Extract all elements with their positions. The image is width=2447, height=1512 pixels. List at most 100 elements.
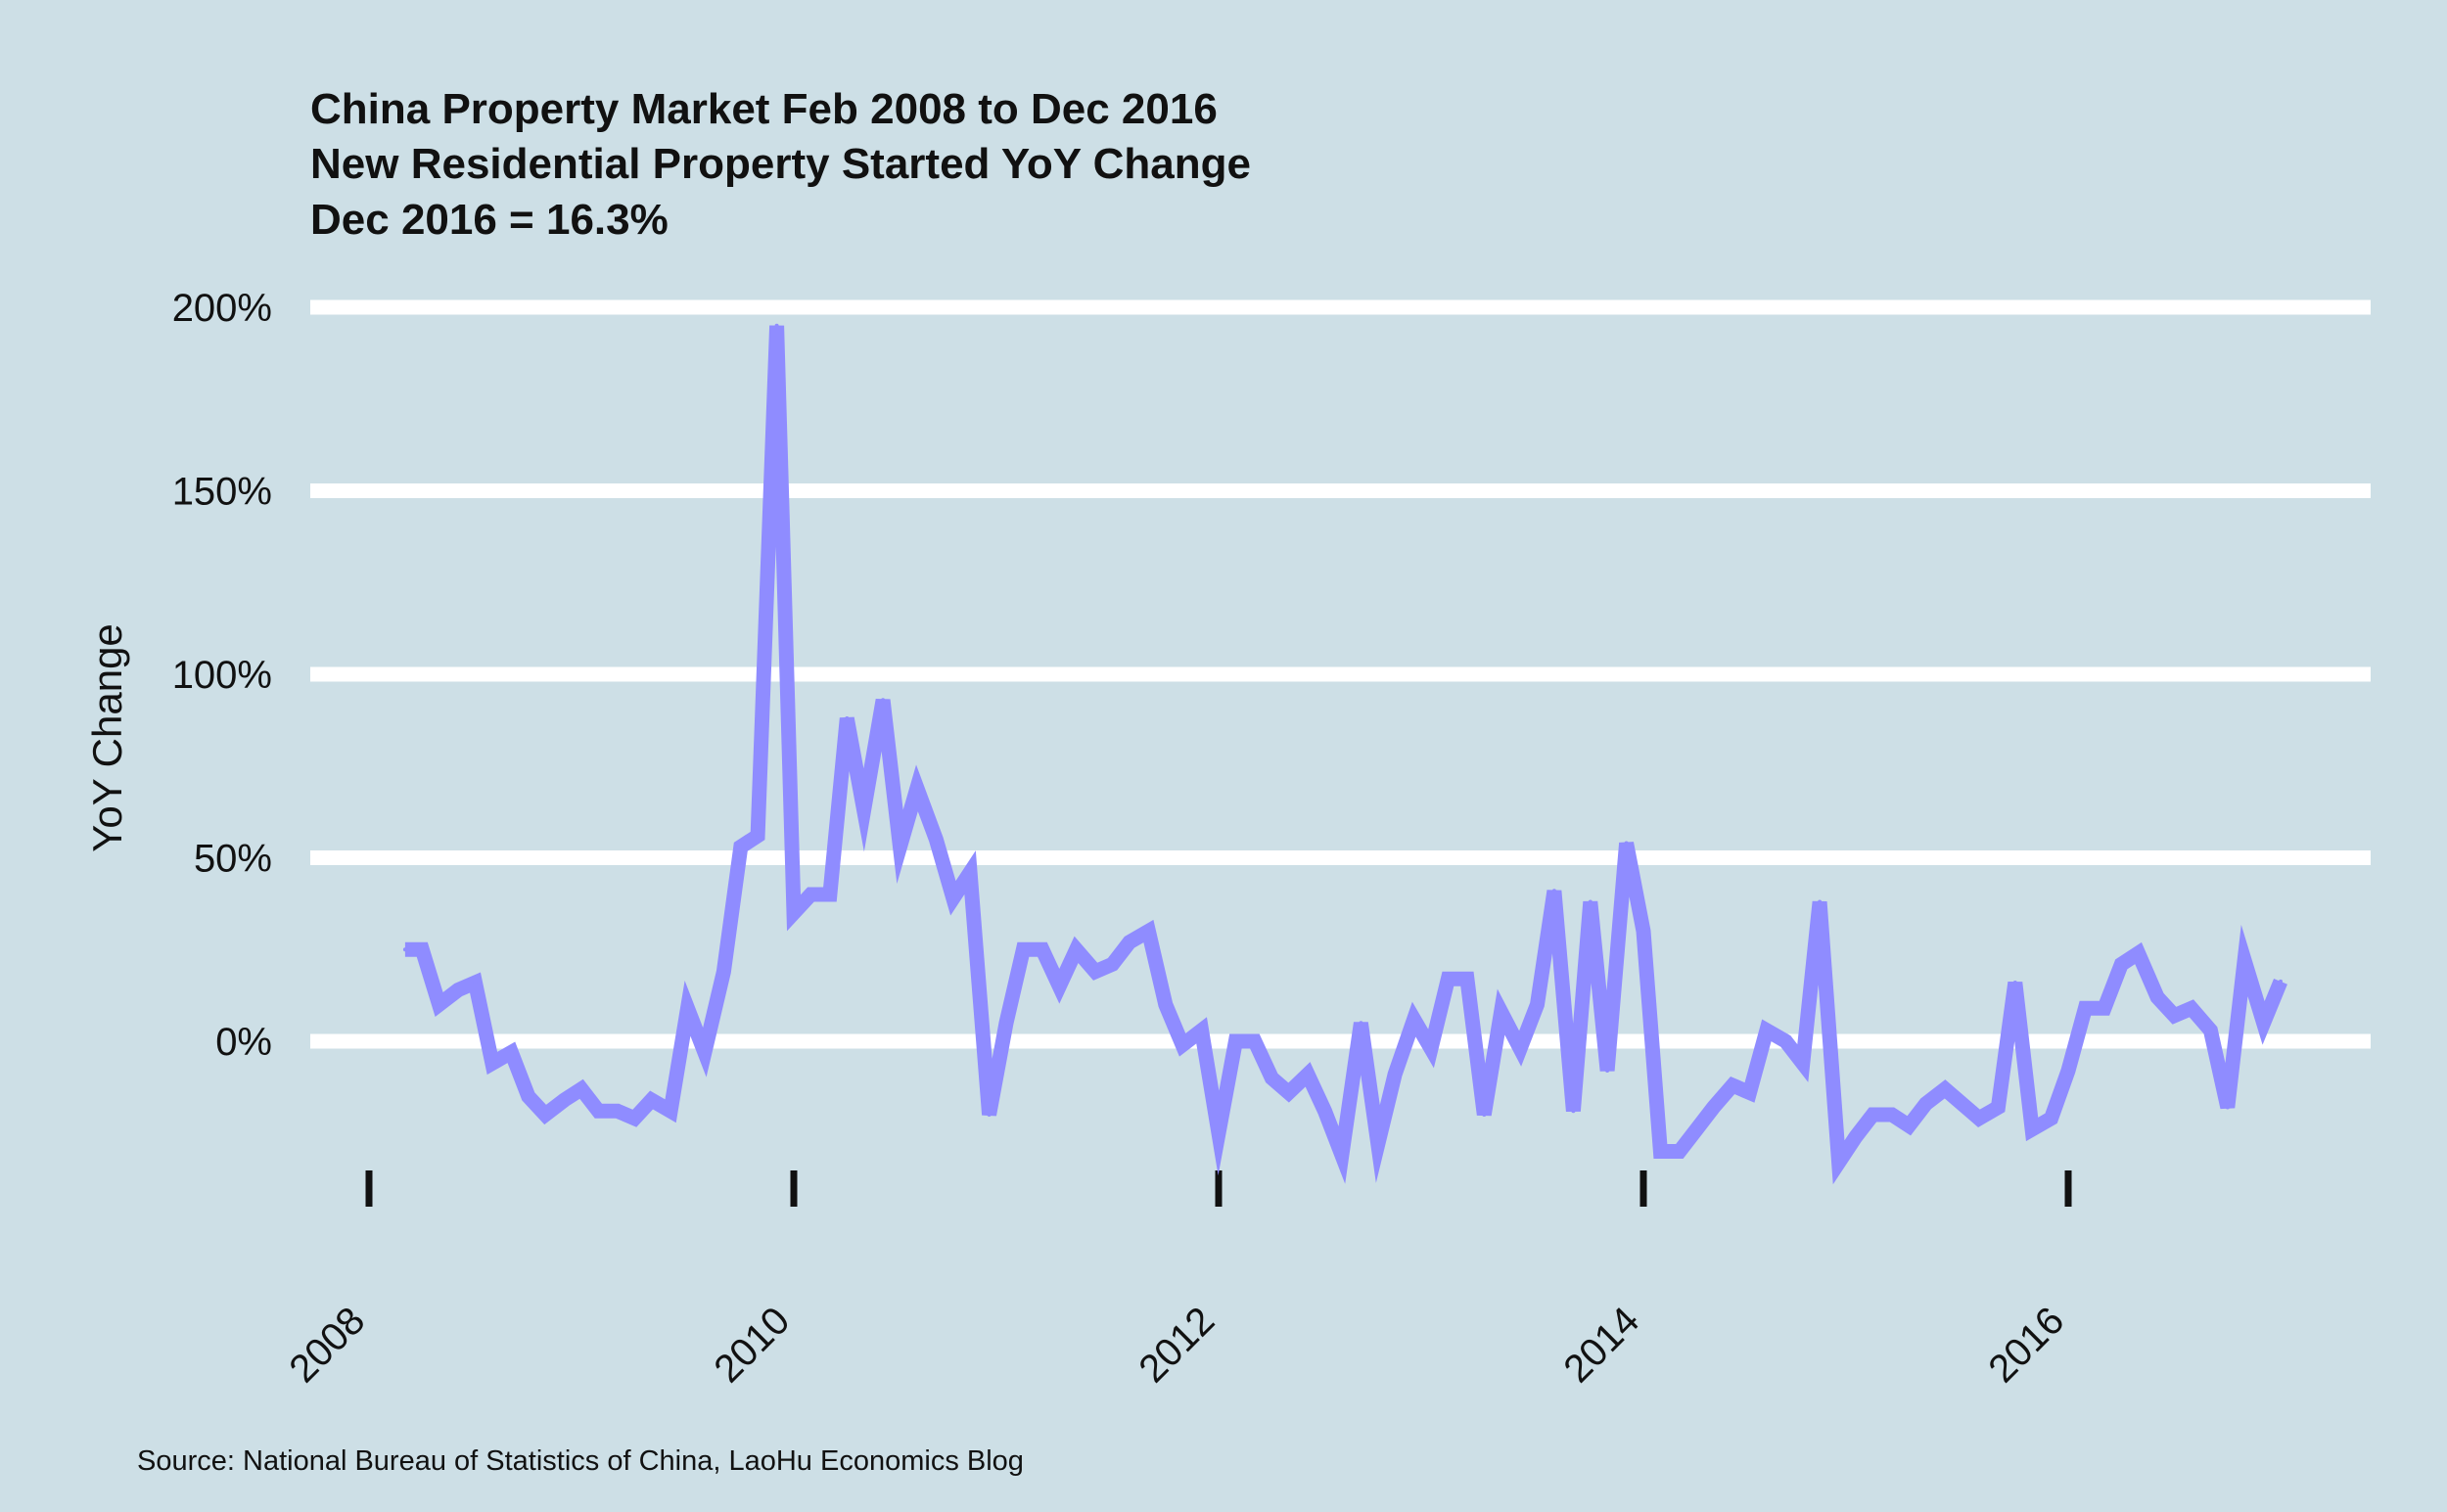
data-point-0-11 <box>596 1109 601 1114</box>
data-point-0-1 <box>420 947 425 952</box>
data-point-0-85 <box>1907 1123 1912 1128</box>
data-point-0-26 <box>861 807 866 812</box>
data-point-0-95 <box>2083 1006 2088 1011</box>
data-point-0-38 <box>1074 947 1079 952</box>
data-point-0-105 <box>2261 1021 2266 1026</box>
data-point-0-92 <box>2030 1127 2035 1131</box>
data-point-0-93 <box>2049 1116 2054 1121</box>
data-point-0-17 <box>702 1050 707 1055</box>
data-point-0-28 <box>898 845 902 849</box>
data-point-0-9 <box>562 1098 567 1102</box>
data-point-0-101 <box>2189 1006 2193 1011</box>
data-point-0-21 <box>774 323 779 328</box>
y-tick-label-200pct: 200% <box>172 287 272 330</box>
data-point-0-32 <box>968 870 973 875</box>
data-point-0-23 <box>808 893 813 896</box>
data-point-0-69 <box>1624 841 1629 846</box>
y-tick-label-0pct: 0% <box>215 1021 272 1064</box>
data-point-0-19 <box>738 845 743 849</box>
chart-title-line-3: Dec 2016 = 16.3% <box>310 196 669 244</box>
data-point-0-86 <box>1923 1101 1928 1106</box>
data-point-0-82 <box>1854 1134 1858 1139</box>
data-point-0-20 <box>756 834 761 838</box>
data-point-0-16 <box>685 1006 690 1011</box>
data-point-0-33 <box>987 1113 992 1117</box>
data-point-0-79 <box>1800 1061 1805 1066</box>
y-tick-label-150pct: 150% <box>172 471 272 514</box>
data-point-0-36 <box>1039 947 1044 952</box>
y-axis-title: YoY Change <box>84 623 130 852</box>
y-tick-label-50pct: 50% <box>194 838 272 881</box>
data-point-0-53 <box>1339 1153 1344 1158</box>
data-point-0-63 <box>1518 1046 1523 1051</box>
data-point-0-37 <box>1057 984 1062 988</box>
data-point-0-44 <box>1180 1042 1185 1047</box>
data-point-0-94 <box>2066 1069 2070 1073</box>
data-point-0-7 <box>526 1094 531 1099</box>
data-point-0-58 <box>1429 1046 1433 1051</box>
data-point-0-81 <box>1836 1160 1841 1165</box>
data-point-0-56 <box>1393 1072 1398 1077</box>
data-point-0-104 <box>2242 958 2247 963</box>
data-point-0-64 <box>1535 1002 1540 1007</box>
data-point-0-51 <box>1306 1072 1311 1077</box>
data-point-0-76 <box>1747 1090 1752 1095</box>
data-point-0-106 <box>2279 979 2283 984</box>
data-point-0-83 <box>1870 1113 1875 1117</box>
data-point-0-59 <box>1446 977 1451 982</box>
data-point-0-48 <box>1252 1039 1257 1043</box>
data-point-0-27 <box>881 698 886 703</box>
data-point-0-52 <box>1322 1109 1327 1114</box>
data-point-0-12 <box>615 1109 620 1114</box>
data-point-0-55 <box>1375 1142 1380 1146</box>
data-point-0-89 <box>1976 1116 1981 1121</box>
data-point-0-88 <box>1960 1101 1964 1106</box>
data-point-0-13 <box>632 1116 637 1121</box>
data-point-0-71 <box>1658 1149 1663 1154</box>
data-point-0-25 <box>845 716 850 720</box>
data-point-0-2 <box>437 1002 441 1007</box>
data-point-0-62 <box>1499 1010 1503 1014</box>
data-point-0-67 <box>1588 899 1593 904</box>
data-point-0-22 <box>792 910 796 915</box>
data-point-0-40 <box>1110 962 1115 967</box>
data-series <box>402 323 2287 1185</box>
data-point-0-99 <box>2155 995 2160 999</box>
data-point-0-57 <box>1411 1017 1416 1022</box>
source-note: Source: National Bureau of Statistics of… <box>137 1445 1024 1477</box>
data-point-0-84 <box>1889 1113 1894 1117</box>
data-point-0-98 <box>2136 951 2141 955</box>
data-point-0-18 <box>721 969 726 974</box>
data-point-0-6 <box>509 1050 514 1055</box>
chart-title: China Property Market Feb 2008 to Dec 20… <box>310 85 1251 244</box>
data-point-0-3 <box>456 987 461 992</box>
data-point-0-100 <box>2172 1013 2177 1018</box>
data-point-0-4 <box>473 981 478 985</box>
data-point-0-35 <box>1021 947 1026 952</box>
data-point-0-42 <box>1146 929 1151 934</box>
data-point-0-45 <box>1199 1028 1204 1032</box>
data-point-0-70 <box>1641 929 1645 934</box>
data-point-0-5 <box>489 1061 494 1066</box>
y-axis-tick-labels: 0% 50% 100% 150% 200% <box>172 287 272 1064</box>
data-point-0-30 <box>934 837 939 842</box>
data-point-0-47 <box>1233 1039 1238 1043</box>
data-point-0-39 <box>1093 969 1098 974</box>
data-point-0-103 <box>2225 1105 2230 1110</box>
data-point-0-8 <box>543 1113 548 1117</box>
data-point-0-75 <box>1731 1083 1735 1087</box>
chart-title-line-1: China Property Market Feb 2008 to Dec 20… <box>310 85 1218 133</box>
y-tick-label-100pct: 100% <box>172 654 272 697</box>
data-point-0-24 <box>827 893 832 896</box>
data-point-0-50 <box>1286 1090 1291 1095</box>
data-point-0-34 <box>1004 1021 1008 1026</box>
data-point-0-97 <box>2119 962 2124 967</box>
data-point-0-68 <box>1605 1069 1610 1073</box>
data-point-0-41 <box>1127 939 1131 944</box>
chart-title-line-2: New Residential Property Started YoY Cha… <box>310 140 1251 188</box>
data-point-0-77 <box>1764 1028 1769 1032</box>
data-point-0-29 <box>914 786 919 791</box>
data-point-0-73 <box>1694 1127 1699 1131</box>
